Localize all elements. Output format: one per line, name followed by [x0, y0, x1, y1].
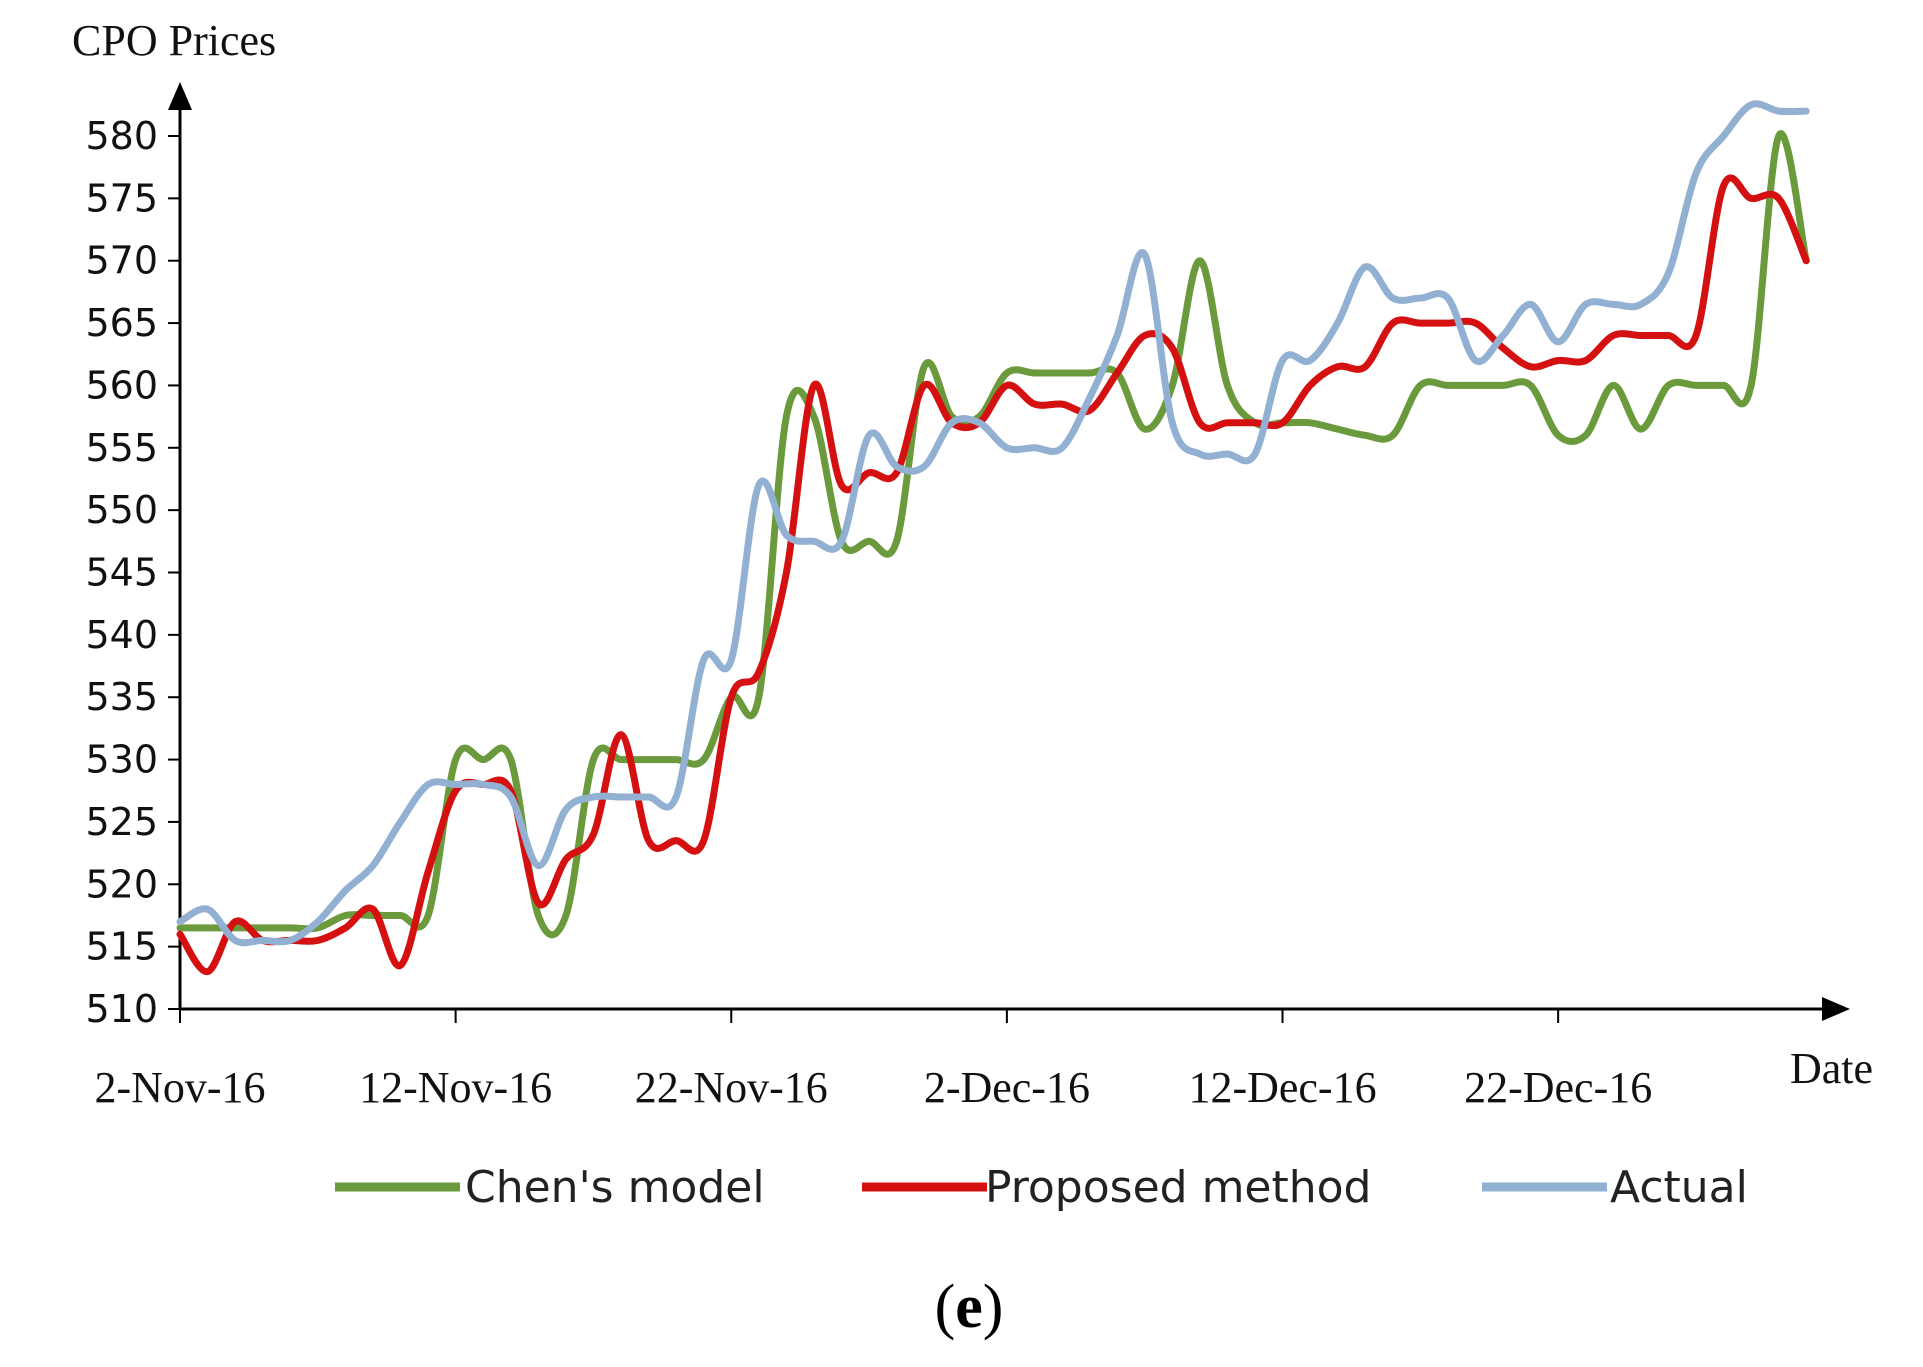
y-tick-label: 545: [85, 551, 158, 595]
y-tick-label: 520: [85, 862, 158, 906]
series-line-chen-s-model: [176, 130, 1810, 939]
y-tick-label: 550: [85, 488, 158, 532]
y-tick-label: 580: [85, 114, 158, 158]
caption-close: ): [983, 1273, 1004, 1341]
x-axis-arrow-icon: [1822, 997, 1850, 1021]
caption-letter: e: [955, 1273, 983, 1341]
series-layer: [176, 100, 1810, 976]
legend-label-chen-s-model: Chen's model: [465, 1162, 765, 1213]
x-tick-label: 12-Dec-16: [1188, 1063, 1376, 1112]
y-tick-layer: 510 515 520 525 530 535 540 545 550 555 560 565 570 5…: [85, 114, 180, 1031]
y-tick-label: 525: [85, 800, 158, 844]
x-axis-title: Date: [1790, 1044, 1873, 1093]
y-tick-label: 555: [85, 426, 158, 470]
caption-open: (: [935, 1273, 956, 1341]
legend-label-actual: Actual: [1610, 1162, 1748, 1213]
y-axis-arrow-icon: [168, 82, 192, 110]
x-tick-label: 12-Nov-16: [359, 1063, 552, 1112]
y-tick-label: 530: [85, 738, 158, 782]
x-tick-label: 2-Nov-16: [94, 1063, 265, 1112]
x-tick-layer: 2-Nov-16 12-Nov-16 22-Nov-16 2-Dec-16 12-Dec…: [94, 1009, 1652, 1112]
legend-label-proposed-method: Proposed method: [985, 1162, 1371, 1213]
x-tick-label: 2-Dec-16: [924, 1063, 1090, 1112]
figure-caption: (e): [935, 1273, 1004, 1341]
x-tick-label: 22-Dec-16: [1464, 1063, 1652, 1112]
y-tick-label: 575: [85, 176, 158, 220]
series-line-actual: [176, 100, 1810, 947]
x-tick-label: 22-Nov-16: [635, 1063, 828, 1112]
series-line-proposed-method: [176, 174, 1810, 976]
y-tick-label: 510: [85, 987, 158, 1031]
y-axis-title: CPO Prices: [72, 16, 276, 65]
legend: Chen's model Proposed method Actual: [335, 1162, 1748, 1213]
y-tick-label: 570: [85, 239, 158, 283]
y-tick-label: 560: [85, 363, 158, 407]
y-tick-label: 565: [85, 301, 158, 345]
y-tick-label: 535: [85, 675, 158, 719]
y-tick-label: 515: [85, 925, 158, 969]
y-tick-label: 540: [85, 613, 158, 657]
